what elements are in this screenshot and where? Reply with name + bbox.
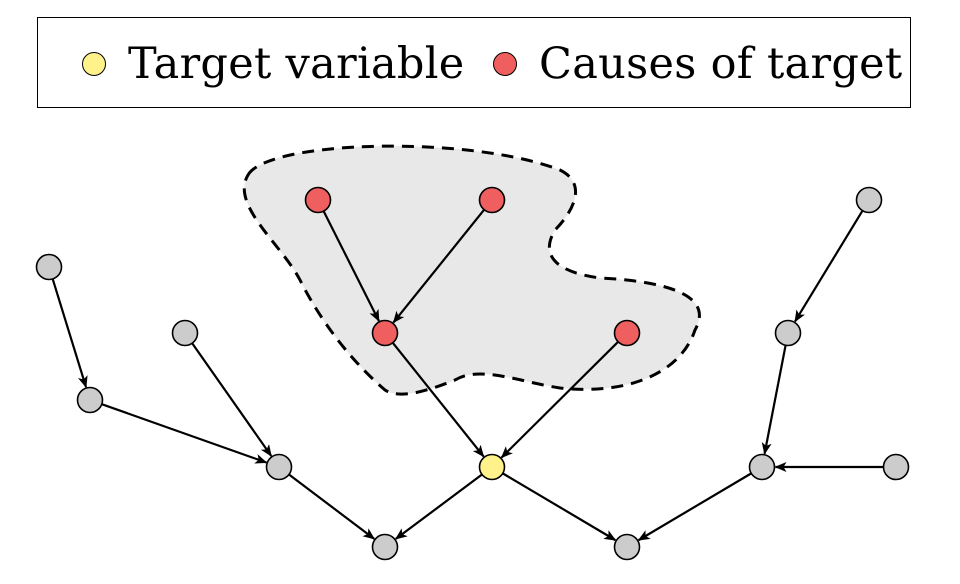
legend-marker-causes — [493, 51, 517, 76]
other-node-g1 — [35, 253, 63, 281]
cause-node-c2 — [478, 186, 506, 214]
other-node-g4 — [265, 453, 293, 481]
other-node-g6 — [613, 533, 641, 561]
nodes — [35, 186, 910, 561]
edges — [51, 209, 884, 542]
other-node-g10 — [882, 453, 910, 481]
cause-node-c3 — [371, 319, 399, 347]
edge-g8-to-g7 — [761, 345, 787, 455]
legend-item-target: Target variable — [82, 18, 465, 109]
edge-g3-to-g4 — [191, 342, 273, 457]
other-node-g9 — [855, 186, 883, 214]
edge-g7-to-g6 — [637, 472, 752, 542]
legend-label-target: Target variable — [128, 38, 465, 89]
legend-item-causes: Causes of target — [493, 18, 902, 109]
edge-g2-to-g4 — [101, 403, 268, 464]
other-node-g3 — [171, 319, 199, 347]
edge-c3-to-t — [391, 342, 485, 458]
legend-label-causes: Causes of target — [539, 38, 903, 89]
cause-node-c1 — [304, 186, 332, 214]
causes-region — [242, 144, 701, 396]
target-node-t — [478, 453, 506, 481]
edge-g4-to-g5 — [288, 473, 376, 540]
legend-marker-target — [82, 51, 106, 76]
edge-c1-to-c3 — [322, 210, 380, 322]
edge-t-to-g6 — [502, 472, 617, 542]
edge-c4-to-t — [500, 341, 619, 459]
legend-box: Target variable Causes of target — [37, 17, 911, 108]
edge-t-to-g5 — [395, 473, 483, 540]
other-node-g5 — [371, 533, 399, 561]
cause-node-c4 — [613, 319, 641, 347]
edge-g1-to-g2 — [51, 278, 88, 389]
other-node-g7 — [748, 453, 776, 481]
edge-g9-to-g8 — [794, 210, 864, 323]
other-node-g2 — [76, 386, 104, 414]
edge-c2-to-c3 — [392, 209, 486, 324]
other-node-g8 — [774, 319, 802, 347]
